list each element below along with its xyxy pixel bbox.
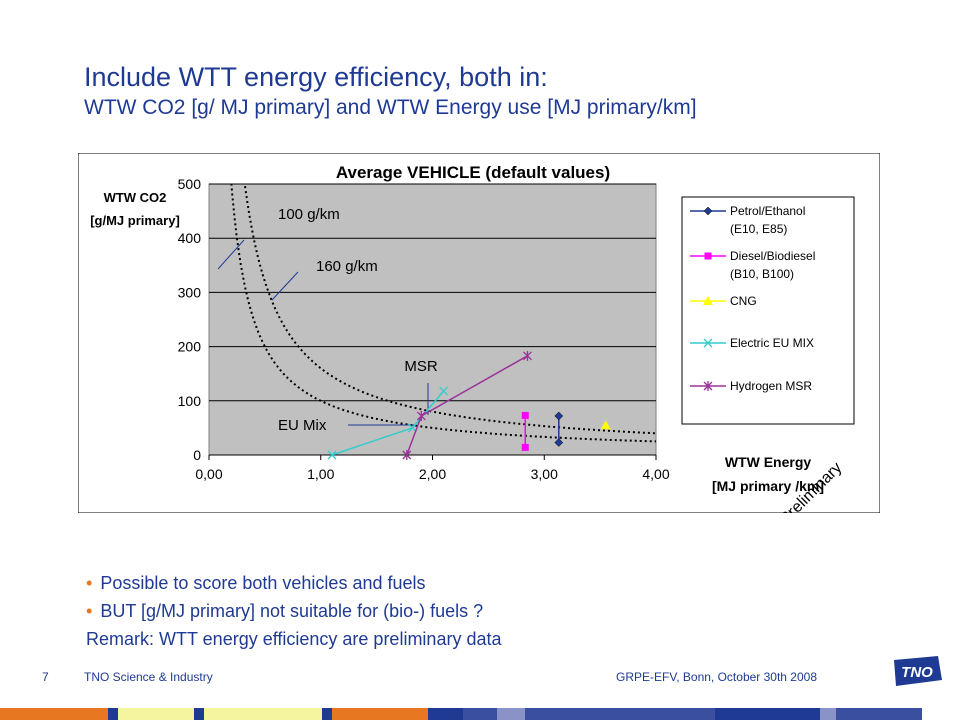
y-tick-label: 100 xyxy=(178,393,202,409)
bar-segment xyxy=(322,708,332,720)
bar-segment xyxy=(108,708,118,720)
bar-segment xyxy=(463,708,497,720)
legend-label: Petrol/Ethanol xyxy=(730,204,805,218)
data-point xyxy=(416,410,426,421)
footer-event: GRPE-EFV, Bonn, October 30th 2008 xyxy=(616,670,818,684)
footer-organization: TNO Science & Industry xyxy=(84,670,213,684)
data-point xyxy=(554,438,564,447)
series-1 xyxy=(521,411,529,451)
bullet-text: Possible to score both vehicles and fuel… xyxy=(100,573,426,593)
chart: 0 100 200 300 400 500 0,00 1,00 2,00 3,00 4,00 Aver… xyxy=(78,153,880,513)
bar-segment xyxy=(118,708,194,720)
bullet-list: • Possible to score both vehicles and fue… xyxy=(86,569,502,653)
bullet-text: BUT [g/MJ primary] not suitable for (bio… xyxy=(100,601,484,621)
bar-segment xyxy=(332,708,428,720)
bar-segment xyxy=(428,708,463,720)
logo-text: TNO xyxy=(901,664,933,681)
data-point xyxy=(521,443,529,451)
slide-title: Include WTT energy efficiency, both in: xyxy=(84,62,548,92)
x-tick-label: 2,00 xyxy=(419,466,446,482)
legend-label: (B10, B100) xyxy=(730,267,794,281)
data-point xyxy=(523,350,532,361)
legend-marker xyxy=(703,381,713,391)
y-tick-label: 400 xyxy=(178,230,202,246)
bar-segment xyxy=(0,708,108,720)
series-4 xyxy=(402,350,532,460)
iso-curve-leader xyxy=(271,271,299,301)
iso-curve-label: 100 g/km xyxy=(278,206,340,223)
legend-marker xyxy=(703,296,713,305)
y-tick-label: 300 xyxy=(178,284,202,300)
y-axis-label: [g/MJ primary] xyxy=(90,213,180,228)
legend-marker xyxy=(703,206,713,216)
bullet-item: • Possible to score both vehicles and fue… xyxy=(86,569,502,597)
bar-segment xyxy=(820,708,836,720)
slide-subtitle: WTW CO2 [g/ MJ primary] and WTW Energy u… xyxy=(84,96,697,119)
series-0 xyxy=(554,411,564,447)
iso-curve-label: 160 g/km xyxy=(316,258,378,275)
legend-label: (E10, E85) xyxy=(730,222,787,236)
bar-segment xyxy=(836,708,922,720)
plot-area xyxy=(208,183,657,456)
bar-segment xyxy=(194,708,204,720)
annotation-eu-mix: EU Mix xyxy=(278,417,327,434)
x-tick-label: 1,00 xyxy=(307,466,334,482)
y-tick-label: 500 xyxy=(178,176,202,192)
y-axis-label: WTW CO2 xyxy=(104,190,167,205)
slide-number: 7 xyxy=(42,670,49,684)
data-point xyxy=(439,386,449,396)
chart-title: Average VEHICLE (default values) xyxy=(336,163,610,182)
tno-logo: TNO xyxy=(894,656,942,686)
legend-label: Electric EU MIX xyxy=(730,336,814,350)
iso-curve xyxy=(243,184,656,435)
y-tick-label: 0 xyxy=(193,447,201,463)
bar-segment xyxy=(525,708,715,720)
iso-curve xyxy=(230,184,656,443)
data-point xyxy=(402,450,412,460)
data-point xyxy=(407,423,417,433)
bar-segment xyxy=(715,708,820,720)
legend-marker xyxy=(704,252,712,260)
legend-label: Diesel/Biodiesel xyxy=(730,249,815,263)
decorative-bottom-bar xyxy=(0,708,960,720)
x-tick-label: 3,00 xyxy=(531,466,558,482)
remark-text: Remark: WTT energy efficiency are prelim… xyxy=(86,629,502,649)
x-axis-label: WTW Energy xyxy=(725,454,812,470)
bar-segment xyxy=(204,708,322,720)
series-3 xyxy=(327,386,449,460)
iso-curve-leader xyxy=(217,239,245,270)
annotation-msr: MSR xyxy=(404,358,438,375)
x-tick-label: 0,00 xyxy=(195,466,222,482)
bullet-item: • BUT [g/MJ primary] not suitable for (bi… xyxy=(86,597,502,625)
bullet-marker: • xyxy=(86,601,93,621)
series-2 xyxy=(600,420,611,430)
bullet-marker: • xyxy=(86,573,93,593)
data-point xyxy=(521,411,529,419)
legend-label: Hydrogen MSR xyxy=(730,379,812,393)
y-tick-label: 200 xyxy=(178,339,202,355)
x-axis-label: [MJ primary /km] xyxy=(712,478,824,494)
legend-label: CNG xyxy=(730,294,757,308)
data-point xyxy=(600,420,611,430)
legend-marker xyxy=(703,338,713,348)
data-point xyxy=(327,450,337,460)
x-tick-label: 4,00 xyxy=(642,466,669,482)
data-point xyxy=(554,411,564,421)
bar-segment xyxy=(497,708,525,720)
